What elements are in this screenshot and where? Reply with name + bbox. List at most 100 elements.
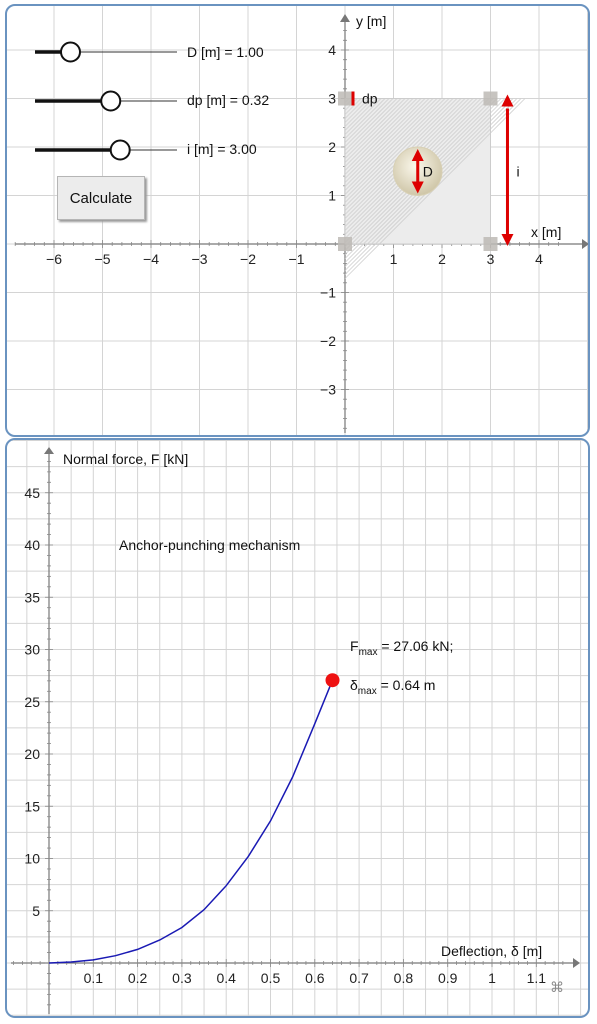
hatch-line: [344, 98, 442, 195]
calculate-button[interactable]: Calculate: [57, 176, 145, 220]
hatch-line: [344, 98, 374, 127]
max-force-point[interactable]: [325, 673, 340, 688]
hatch-line: [344, 98, 414, 167]
command-icon[interactable]: ⌘: [550, 979, 564, 995]
y-tick-label: 2: [328, 139, 336, 155]
slider-dp-knob[interactable]: [100, 90, 122, 112]
hatch-line: [344, 98, 446, 199]
slider-i-knob[interactable]: [109, 139, 131, 161]
chart-x-tick-label: 0.1: [84, 970, 104, 986]
x-tick-label: 4: [535, 251, 543, 267]
chart-x-axis-label: Deflection, δ [m]: [441, 943, 542, 959]
x-tick-label: −3: [192, 251, 208, 267]
depth-arrow-head-up: [501, 94, 514, 107]
corner-handle[interactable]: [338, 237, 352, 251]
hatch-line: [344, 98, 394, 147]
y-axis-label: y [m]: [356, 13, 386, 29]
y-tick-label: −3: [320, 382, 336, 398]
chart-y-tick-label: 25: [24, 694, 40, 710]
hatch-line: [344, 98, 418, 171]
geometry-grid: [7, 6, 588, 435]
chart-y-tick-label: 5: [32, 903, 40, 919]
depth-arrow-head-down: [501, 234, 514, 246]
chart-y-axis-arrow: [44, 447, 54, 454]
x-axis-arrow: [582, 239, 588, 249]
hatch-line: [344, 98, 402, 155]
hatch-line: [344, 98, 438, 191]
x-tick-label: 2: [438, 251, 446, 267]
x-tick-label: −6: [46, 251, 62, 267]
diameter-arrow-head-up: [411, 149, 424, 161]
hatch-line: [344, 98, 430, 183]
geometry-canvas[interactable]: −6 −5 −4 −3 −2 −1 1 2 3 4 4 3 2 1 −1 −2 −3 x [m] y [m] Ddp…: [7, 6, 588, 435]
y-axis-arrow: [340, 14, 350, 22]
chart-x-tick-label: 0.2: [128, 970, 148, 986]
chart-x-tick-label: 0.5: [261, 970, 281, 986]
x-tick-label: 3: [487, 251, 495, 267]
hatch-line: [344, 98, 370, 123]
diameter-label: D: [423, 163, 433, 179]
force-deflection-chart[interactable]: 0.1 0.2 0.3 0.4 0.5 0.6 0.7 0.8 0.9 1 1.1 5 10 15 20 25…: [7, 440, 588, 1016]
chart-y-axis-label: Normal force, F [kN]: [63, 451, 188, 467]
chart-x-tick-label: 1: [488, 970, 496, 986]
hatch-line: [344, 98, 366, 119]
chart-x-tick-label: 1.1: [527, 970, 547, 986]
chart-axes: 0.1 0.2 0.3 0.4 0.5 0.6 0.7 0.8 0.9 1 1.1 5 10 15 20 25…: [11, 447, 580, 1014]
corner-handle[interactable]: [338, 91, 352, 106]
hatch-line: [344, 98, 390, 143]
diameter-arrow-head-down: [411, 181, 424, 194]
hatch-line: [344, 98, 454, 207]
chart-title: Anchor-punching mechanism: [119, 537, 300, 553]
slider-d-label: D [m] = 1.00: [187, 44, 264, 60]
hatch-line: [344, 98, 398, 151]
deltamax-label: δmax = 0.64 m: [350, 677, 435, 697]
chart-y-tick-label: 15: [24, 798, 40, 814]
chart-x-tick-label: 0.8: [394, 970, 414, 986]
chart-y-tick-label: 45: [24, 485, 40, 501]
hatch-line: [344, 98, 382, 135]
hatch-line: [344, 98, 362, 115]
chart-y-tick-label: 30: [24, 642, 40, 658]
chart-y-tick-label: 40: [24, 537, 40, 553]
hatch-line: [344, 98, 406, 159]
x-tick-label: −5: [95, 251, 111, 267]
slider-group[interactable]: [35, 41, 177, 161]
hatch-line: [344, 98, 386, 139]
hatch-line: [344, 98, 378, 131]
corner-handle[interactable]: [483, 91, 498, 106]
slider-dp-label: dp [m] = 0.32: [187, 92, 270, 108]
hatch-line: [344, 98, 426, 179]
force-deflection-curve: [48, 679, 334, 964]
y-tick-label: −2: [320, 333, 336, 349]
anchor-geometry: Ddp i: [338, 91, 526, 279]
chart-y-tick-label: 20: [24, 746, 40, 762]
chart-x-tick-label: 0.6: [305, 970, 325, 986]
chart-y-tick-label: 35: [24, 589, 40, 605]
chart-y-tick-label: 10: [24, 851, 40, 867]
y-tick-label: 4: [328, 42, 336, 58]
hatch-line: [344, 98, 434, 187]
hatch-line: [344, 98, 422, 175]
x-tick-label: −2: [240, 251, 256, 267]
slider-i-label: i [m] = 3.00: [187, 141, 257, 157]
anchor-grid-border: [344, 98, 491, 245]
x-tick-label: −1: [289, 251, 305, 267]
chart-x-tick-label: 0.9: [438, 970, 458, 986]
depth-label: i: [516, 163, 519, 179]
chart-x-axis-arrow: [573, 958, 580, 968]
hatch-line: [344, 98, 450, 203]
x-axis-label: x [m]: [531, 224, 561, 240]
slider-d-knob[interactable]: [60, 41, 81, 63]
geometry-axes: −6 −5 −4 −3 −2 −1 1 2 3 4 4 3 2 1 −1 −2 −3 x [m] y [m]: [14, 13, 588, 433]
hatch-line: [344, 98, 410, 163]
chart-x-tick-label: 0.4: [216, 970, 236, 986]
fmax-label: Fmax = 27.06 kN;: [350, 638, 453, 658]
chart-panel: 0.1 0.2 0.3 0.4 0.5 0.6 0.7 0.8 0.9 1 1.1 5 10 15 20 25…: [5, 438, 590, 1018]
chart-grid: [7, 440, 588, 1016]
chart-x-tick-label: 0.3: [172, 970, 192, 986]
corner-handle[interactable]: [483, 237, 498, 251]
x-tick-label: 1: [390, 251, 398, 267]
dp-label: dp: [362, 91, 378, 107]
y-tick-label: 1: [328, 188, 336, 204]
